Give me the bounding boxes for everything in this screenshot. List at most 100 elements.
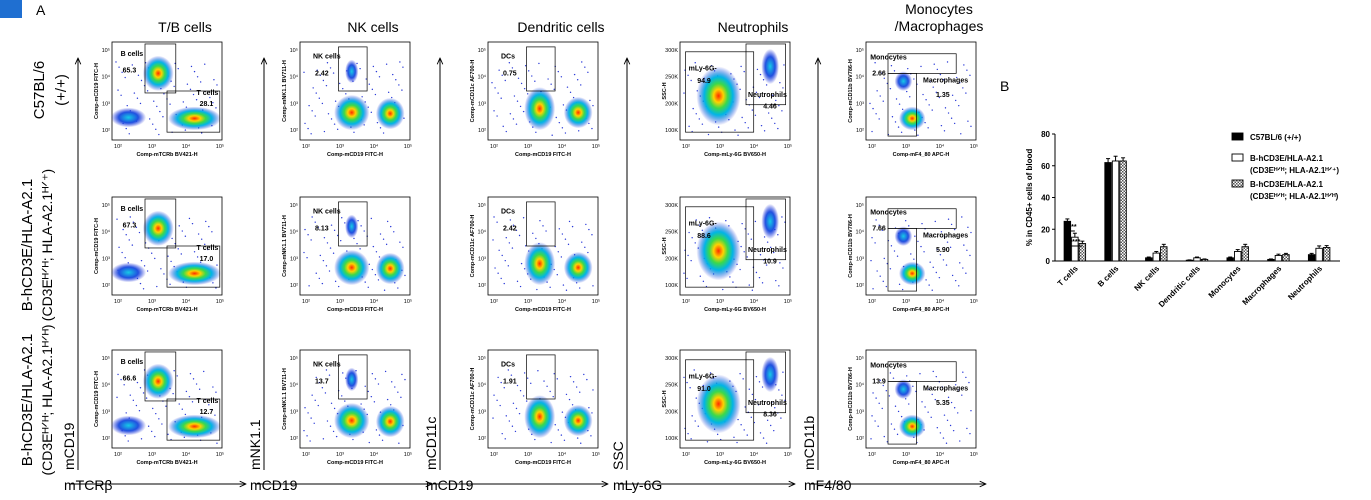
event-dot bbox=[687, 254, 689, 257]
gate-name: NK cells bbox=[313, 54, 341, 61]
event-dot bbox=[512, 402, 515, 404]
event-dot bbox=[216, 264, 218, 266]
event-dot bbox=[969, 254, 971, 257]
event-dot bbox=[131, 244, 134, 246]
event-dot bbox=[204, 63, 206, 65]
event-dot bbox=[879, 379, 881, 382]
event-dot bbox=[509, 219, 512, 221]
event-dot bbox=[692, 107, 694, 110]
gate-value: 17.0 bbox=[200, 256, 214, 263]
event-dot bbox=[215, 391, 217, 393]
event-dot bbox=[129, 216, 131, 218]
y-tick-label: 100K bbox=[665, 436, 678, 442]
event-dot bbox=[756, 68, 759, 71]
panel-a-label: A bbox=[36, 2, 46, 18]
event-dot bbox=[883, 77, 885, 79]
event-dot bbox=[708, 217, 711, 219]
gate bbox=[338, 354, 368, 400]
density-cluster bbox=[110, 107, 147, 128]
event-dot bbox=[958, 104, 960, 107]
x-tick-label: 10³ bbox=[336, 299, 344, 305]
event-dot bbox=[927, 411, 929, 413]
event-dot bbox=[123, 384, 125, 386]
event-dot bbox=[780, 417, 782, 419]
event-dot bbox=[190, 65, 193, 68]
density-cluster bbox=[563, 96, 593, 129]
event-dot bbox=[759, 432, 762, 434]
event-dot bbox=[116, 396, 118, 399]
column-1: T/B cells mCD19 mTCRβ B cells 65.3 T cells 28.… bbox=[61, 19, 246, 493]
event-dot bbox=[492, 417, 494, 419]
event-dot bbox=[586, 378, 588, 381]
event-dot bbox=[303, 429, 305, 432]
dot-plot: Monocytes 13.9 Macrophages 5.35 10² 10³ 10⁴ 10⁵… bbox=[848, 349, 978, 466]
category-label: Dendritic cells bbox=[1157, 264, 1202, 309]
event-dot bbox=[897, 410, 900, 413]
event-dot bbox=[906, 90, 908, 93]
event-dot bbox=[690, 79, 692, 82]
plot-y-title: SSC-H bbox=[662, 237, 668, 254]
event-dot bbox=[945, 264, 948, 266]
event-dot bbox=[139, 387, 142, 389]
event-dot bbox=[908, 403, 910, 405]
y-tick-label: 10⁴ bbox=[290, 382, 299, 389]
event-dot bbox=[969, 74, 971, 77]
event-dot bbox=[766, 241, 769, 243]
y-axis-label: % in CD45+ cells of blood bbox=[1025, 149, 1034, 247]
event-dot bbox=[702, 280, 705, 283]
event-dot bbox=[588, 228, 590, 231]
x-tick-label: 10⁵ bbox=[592, 451, 600, 458]
event-dot bbox=[689, 387, 691, 389]
event-dot bbox=[695, 397, 697, 399]
event-dot bbox=[898, 103, 901, 105]
gate-value: 0.75 bbox=[503, 70, 517, 77]
x-tick-label: 10⁴ bbox=[750, 143, 759, 150]
event-dot bbox=[303, 71, 305, 74]
gate-name: T cells bbox=[197, 90, 219, 97]
event-dot bbox=[375, 251, 378, 253]
event-dot bbox=[511, 247, 514, 249]
event-dot bbox=[372, 245, 375, 248]
event-dot bbox=[360, 225, 362, 227]
event-dot bbox=[687, 432, 689, 435]
y-axis-marker-label: mNK1.1 bbox=[247, 419, 263, 470]
event-dot bbox=[953, 228, 956, 231]
event-dot bbox=[132, 399, 135, 402]
event-dot bbox=[516, 384, 519, 387]
y-tick-label: 10⁵ bbox=[856, 47, 864, 54]
gate-name: B cells bbox=[121, 359, 144, 366]
event-dot bbox=[115, 61, 117, 63]
y-tick-label: 10² bbox=[102, 436, 110, 442]
event-dot bbox=[694, 420, 696, 422]
event-dot bbox=[759, 73, 762, 76]
event-dot bbox=[781, 110, 783, 112]
event-dot bbox=[333, 123, 336, 125]
event-dot bbox=[895, 98, 898, 100]
svg-text:(+/+): (+/+) bbox=[53, 74, 70, 106]
event-dot bbox=[758, 276, 761, 279]
event-dot bbox=[707, 133, 710, 136]
event-dot bbox=[748, 388, 750, 390]
x-tick-label: 10⁴ bbox=[936, 298, 945, 305]
event-dot bbox=[510, 374, 513, 376]
event-dot bbox=[781, 394, 783, 396]
y-tick-label: 10³ bbox=[290, 256, 298, 262]
event-dot bbox=[890, 65, 893, 67]
dot-plot: Monocytes 7.66 Macrophages 5.90 10² 10³ 10⁴ 10⁵… bbox=[848, 196, 978, 313]
event-dot bbox=[553, 373, 555, 375]
column-title: /Macrophages bbox=[895, 18, 984, 34]
event-dot bbox=[571, 225, 574, 228]
dot-plot: mLy-6G- 94.9 Neutrophils 4.46 10² 10³ 10⁴ 10⁵ 10… bbox=[662, 41, 792, 158]
event-dot bbox=[178, 225, 180, 227]
event-dot bbox=[954, 99, 957, 102]
bar bbox=[1307, 254, 1316, 262]
event-dot bbox=[691, 237, 693, 239]
event-dot bbox=[326, 62, 329, 64]
event-dot bbox=[701, 123, 704, 125]
event-dot bbox=[196, 256, 199, 258]
event-dot bbox=[878, 224, 880, 226]
event-dot bbox=[965, 92, 967, 94]
event-dot bbox=[782, 87, 784, 89]
event-dot bbox=[182, 101, 185, 103]
event-dot bbox=[709, 372, 712, 374]
